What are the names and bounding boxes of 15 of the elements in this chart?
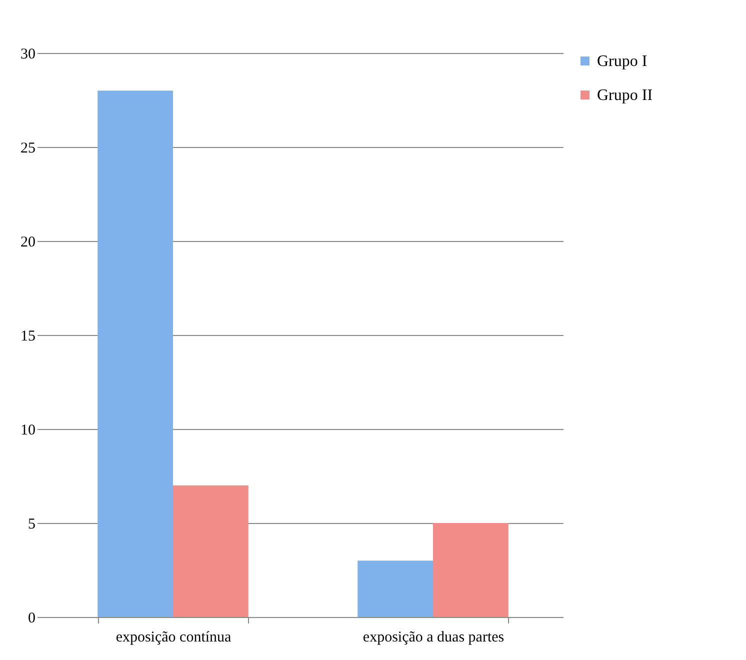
bar xyxy=(433,523,508,617)
x-tick-label: exposição a duas partes xyxy=(362,630,504,646)
y-tick-label: 25 xyxy=(20,140,36,156)
y-tick-label: 5 xyxy=(28,516,36,532)
y-tick-label: 10 xyxy=(20,422,36,438)
y-tick-label: 15 xyxy=(20,328,36,344)
bar xyxy=(98,90,173,617)
legend-label: Grupo II xyxy=(597,87,653,104)
bar xyxy=(358,560,433,617)
bar xyxy=(173,485,248,617)
y-tick-label: 20 xyxy=(20,234,36,250)
y-tick-label: 0 xyxy=(28,610,36,626)
x-tick-label: exposição contínua xyxy=(116,630,232,646)
legend-label: Grupo I xyxy=(597,53,648,70)
y-tick-label: 30 xyxy=(20,46,36,62)
